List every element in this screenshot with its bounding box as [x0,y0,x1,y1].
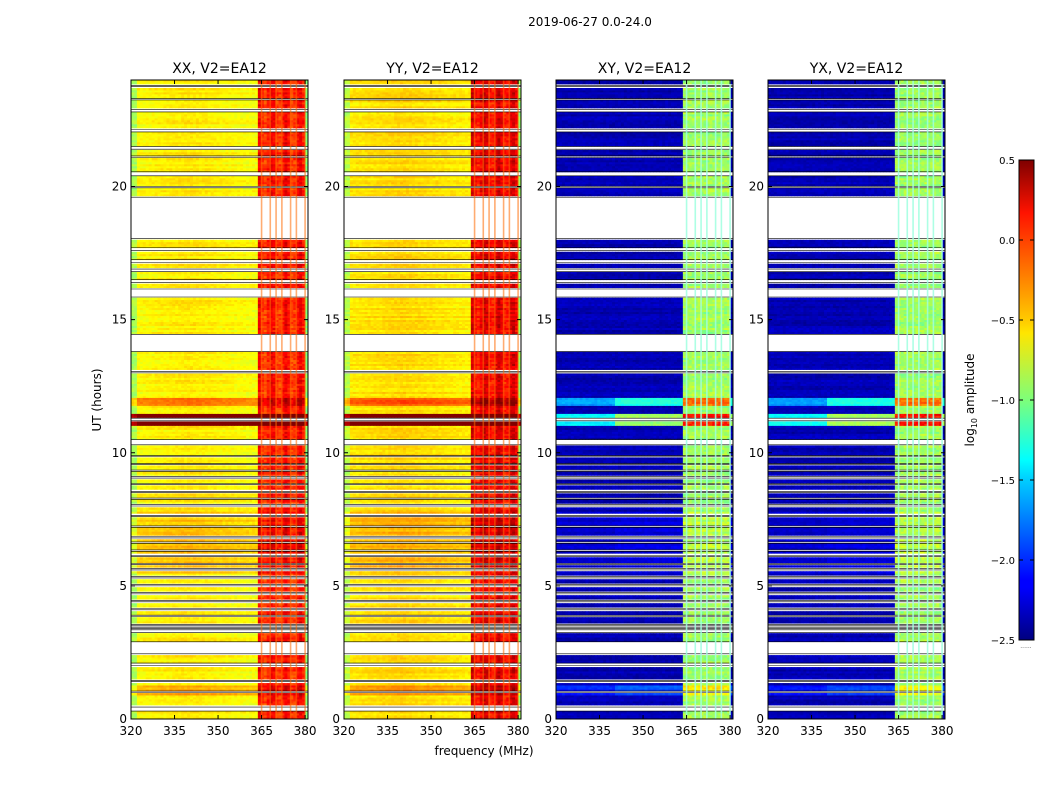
x-tick-label: 335 [376,724,399,738]
colorbar-footnote: ...... [1020,643,1032,650]
x-tick-label: 350 [632,724,655,738]
y-tick-label: 0 [119,712,127,726]
colorbar-tick-label: 0.5 [999,156,1015,167]
x-tick-label: 320 [757,724,780,738]
x-tick-label: 380 [294,724,317,738]
x-tick-label: 380 [719,724,742,738]
panel-title: XY, V2=EA12 [598,61,692,77]
y-tick-label: 5 [119,579,127,593]
y-tick-label: 20 [537,180,552,194]
y-tick-label: 20 [325,180,340,194]
x-tick-label: 320 [333,724,356,738]
y-tick-label: 20 [749,180,764,194]
colorbar-tick-label: −1.0 [991,396,1015,407]
x-tick-label: 380 [507,724,530,738]
x-tick-label: 380 [931,724,954,738]
colorbar-label-base: 10 [970,418,979,428]
colorbar-label: log10 amplitude [963,354,979,447]
heatmap-image [768,80,945,719]
heatmap-image [556,80,733,719]
heatmap-image [344,80,521,719]
panel-frame [767,79,946,720]
y-tick-label: 15 [537,313,552,327]
x-tick-label: 365 [250,724,273,738]
colorbar-label-log: log [963,428,977,446]
y-tick-label: 10 [749,446,764,460]
y-tick-label: 0 [756,712,764,726]
y-tick-label: 0 [544,712,552,726]
x-tick-label: 320 [545,724,568,738]
panel-frame [130,79,309,720]
y-tick-label: 5 [756,579,764,593]
colorbar-tick-label: −2.5 [991,636,1015,647]
y-tick-label: 5 [332,579,340,593]
x-tick-label: 335 [163,724,186,738]
colorbar-tick-label: −1.5 [991,476,1015,487]
colorbar-tick-label: 0.0 [999,236,1015,247]
colorbar: 0.5 0.0 −0.5 −1.0 −1.5 −2.0 −2.5 log10 amplitu… [963,156,1035,650]
colorbar-tick-label: −0.5 [991,316,1015,327]
y-tick-label: 10 [537,446,552,460]
x-tick-label: 350 [844,724,867,738]
y-axis-label: UT (hours) [90,368,104,431]
figure-suptitle: 2019-06-27 0.0-24.0 [528,15,652,29]
y-tick-label: 10 [112,446,127,460]
panel-3: XY, V2=EA12 320 335 350 365 380 0 5 10 15 20 [537,61,742,738]
x-tick-label: 335 [588,724,611,738]
panel-title: YX, V2=EA12 [809,61,904,77]
x-tick-label: 335 [800,724,823,738]
panel-frame [555,79,734,720]
panel-4: YX, V2=EA12 320 335 350 365 380 0 5 10 15 20 [749,61,954,738]
x-tick-label: 350 [207,724,230,738]
y-tick-label: 10 [325,446,340,460]
x-axis-label: frequency (MHz) [434,744,533,758]
heatmap-image [131,80,308,719]
colorbar-tick-label: −2.0 [991,556,1015,567]
colorbar-label-rest: amplitude [963,354,977,418]
y-tick-label: 20 [112,180,127,194]
x-tick-label: 350 [420,724,443,738]
y-tick-label: 15 [325,313,340,327]
y-tick-label: 15 [749,313,764,327]
x-tick-label: 365 [675,724,698,738]
x-tick-label: 320 [120,724,143,738]
panel-title: XX, V2=EA12 [172,61,267,77]
panel-1: XX, V2=EA12 320 335 350 365 380 0 5 10 15 20 [112,61,317,738]
y-tick-label: 15 [112,313,127,327]
colorbar-ticks: 0.5 0.0 −0.5 −1.0 −1.5 −2.0 −2.5 [991,156,1034,647]
panel-2: YY, V2=EA12 320 335 350 365 380 0 5 10 15 20 [325,61,530,738]
panel-frame [343,79,522,720]
y-tick-label: 5 [544,579,552,593]
x-tick-label: 365 [887,724,910,738]
panel-title: YY, V2=EA12 [385,61,478,77]
x-tick-label: 365 [463,724,486,738]
y-tick-label: 0 [332,712,340,726]
